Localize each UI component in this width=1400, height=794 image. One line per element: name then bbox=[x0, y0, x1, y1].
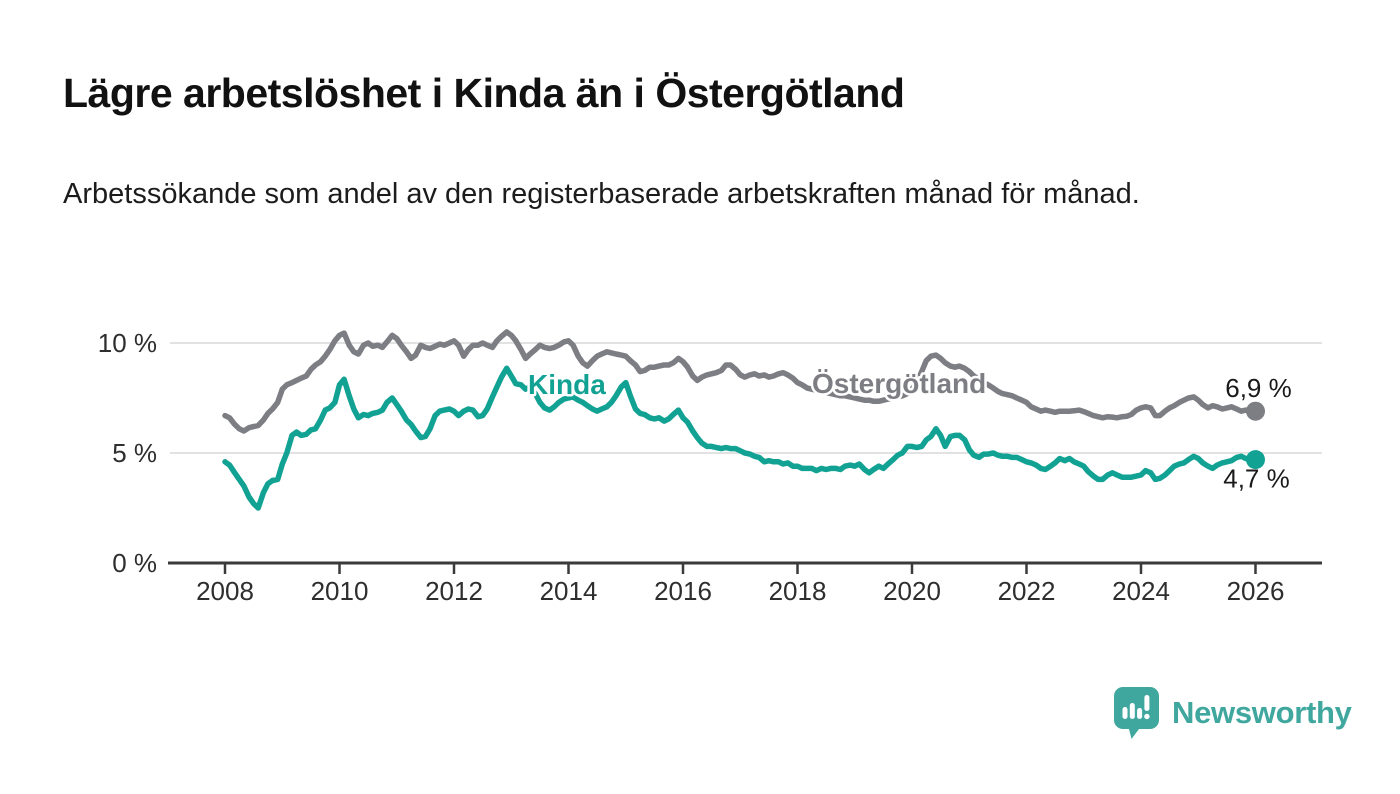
y-tick-label: 0 % bbox=[112, 548, 157, 578]
y-tick-label: 5 % bbox=[112, 438, 157, 468]
x-tick-label: 2022 bbox=[998, 576, 1056, 606]
series-label--sterg-tland: Östergötland bbox=[812, 368, 986, 399]
series-line--sterg-tland bbox=[222, 329, 1259, 434]
newsworthy-bubble-chart-icon bbox=[1114, 687, 1159, 739]
page-title: Lägre arbetslöshet i Kinda än i Östergöt… bbox=[63, 70, 905, 116]
series-end-dot-kinda bbox=[1246, 450, 1265, 470]
y-tick-label: 10 % bbox=[98, 328, 157, 358]
x-tick-label: 2012 bbox=[425, 576, 483, 606]
newsworthy-brand: Newsworthy bbox=[1113, 686, 1352, 740]
x-tick-label: 2018 bbox=[769, 576, 827, 606]
x-tick-label: 2008 bbox=[196, 576, 254, 606]
series-end-value-label--sterg-tland: 6,9 % bbox=[1225, 373, 1292, 403]
series-end-value-label-kinda: 4,7 % bbox=[1223, 464, 1290, 494]
x-tick-label: 2014 bbox=[540, 576, 598, 606]
series-line-kinda bbox=[222, 365, 1259, 511]
x-tick-label: 2026 bbox=[1227, 576, 1285, 606]
series-end-dot--sterg-tland bbox=[1246, 401, 1265, 421]
speech-bubble-shape bbox=[1114, 687, 1159, 739]
series-label-kinda: Kinda bbox=[528, 369, 606, 400]
newsworthy-wordmark: Newsworthy bbox=[1172, 695, 1352, 730]
x-tick-label: 2016 bbox=[654, 576, 712, 606]
x-tick-label: 2024 bbox=[1112, 576, 1170, 606]
x-tick-label: 2010 bbox=[311, 576, 369, 606]
x-tick-label: 2020 bbox=[883, 576, 941, 606]
chart-subtitle: Arbetssökande som andel av den registerb… bbox=[63, 178, 1140, 210]
bar-chart-glyph bbox=[1122, 695, 1150, 720]
